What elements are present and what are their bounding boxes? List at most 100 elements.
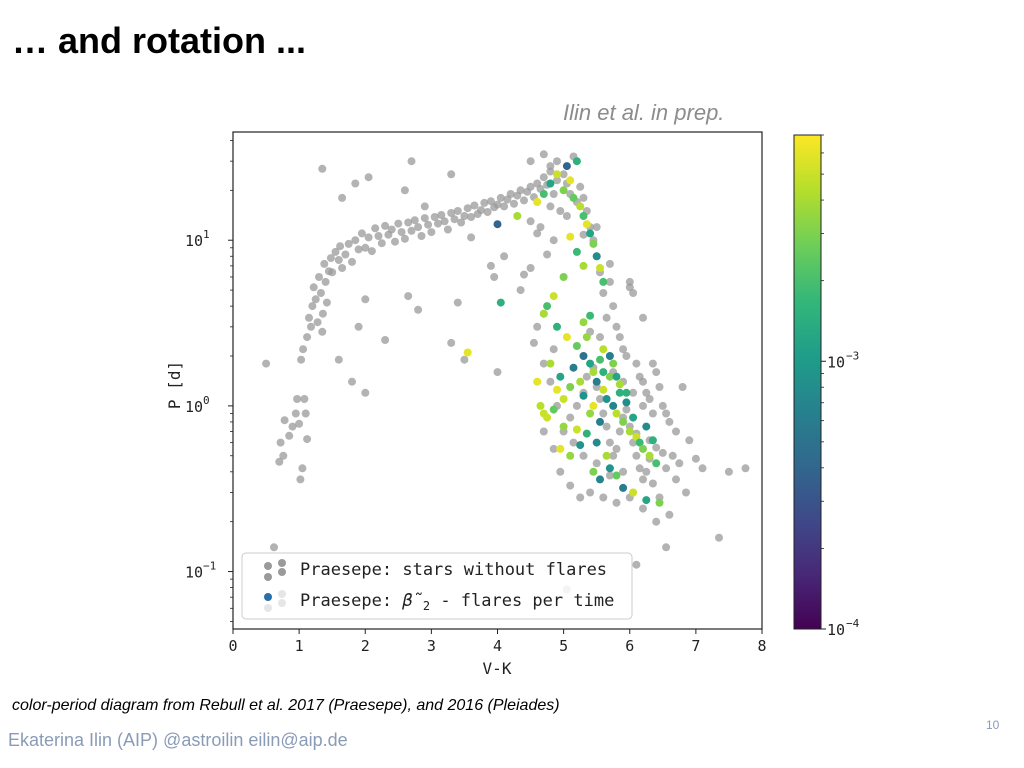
data-point-no-flares — [381, 221, 390, 230]
data-point-no-flares — [377, 239, 386, 248]
data-point-no-flares — [299, 345, 308, 354]
data-point-no-flares — [629, 388, 638, 397]
data-point-no-flares — [516, 286, 525, 295]
data-point-no-flares — [270, 543, 278, 552]
data-point-no-flares — [417, 232, 426, 240]
data-point-no-flares — [460, 212, 469, 220]
data-point-no-flares — [539, 359, 548, 368]
data-point-no-flares — [275, 457, 284, 466]
data-point-flares — [496, 298, 505, 307]
data-point-no-flares — [632, 560, 641, 569]
data-point-no-flares — [648, 409, 657, 418]
data-point-flares — [596, 417, 604, 426]
data-point-flares — [648, 436, 657, 445]
data-point-no-flares — [579, 193, 588, 202]
data-point-flares — [622, 398, 631, 407]
data-point-no-flares — [297, 355, 306, 364]
data-point-flares — [549, 292, 558, 301]
data-point-no-flares — [559, 170, 568, 179]
data-point-no-flares — [556, 467, 565, 476]
legend-marker — [278, 590, 286, 598]
data-point-no-flares — [596, 333, 604, 342]
data-point-no-flares — [298, 464, 307, 473]
data-point-no-flares — [450, 215, 459, 224]
data-point-no-flares — [404, 218, 413, 227]
colorbar-tick-exponent: −3 — [846, 349, 859, 362]
data-point-flares — [556, 372, 565, 381]
data-point-flares — [612, 409, 621, 418]
data-point-no-flares — [486, 197, 495, 206]
data-point-flares — [605, 464, 614, 473]
data-point-no-flares — [639, 475, 647, 484]
data-point-no-flares — [348, 257, 356, 266]
data-point-flares — [572, 342, 581, 350]
data-point-no-flares — [301, 409, 310, 418]
data-point-no-flares — [642, 388, 651, 397]
data-point-no-flares — [678, 383, 687, 391]
data-point-no-flares — [662, 543, 671, 552]
data-point-flares — [572, 247, 581, 256]
x-tick-label: 3 — [427, 637, 436, 655]
data-point-no-flares — [639, 377, 647, 386]
data-point-no-flares — [682, 488, 690, 497]
page-number: 10 — [986, 718, 1000, 732]
data-point-no-flares — [625, 277, 634, 286]
data-point-no-flares — [691, 454, 700, 463]
data-point-no-flares — [293, 395, 302, 403]
data-point-no-flares — [420, 214, 429, 223]
data-point-no-flares — [427, 228, 436, 237]
data-point-no-flares — [341, 250, 350, 259]
y-tick-label: 10 — [185, 398, 203, 416]
data-point-no-flares — [566, 413, 575, 422]
data-point-no-flares — [652, 443, 661, 452]
data-point-no-flares — [338, 193, 347, 202]
data-point-no-flares — [318, 309, 327, 318]
data-point-flares — [546, 359, 555, 368]
data-point-flares — [572, 157, 581, 166]
data-point-no-flares — [648, 479, 657, 488]
data-point-no-flares — [334, 355, 343, 364]
data-point-no-flares — [602, 422, 611, 431]
legend: Praesepe: stars without flares Praesepe: … — [241, 552, 633, 620]
data-point-no-flares — [516, 186, 525, 195]
data-point-flares — [559, 395, 568, 403]
data-point-no-flares — [483, 208, 492, 216]
data-point-no-flares — [361, 388, 370, 397]
data-point-no-flares — [639, 504, 647, 513]
data-point-flares — [615, 380, 624, 389]
data-point-no-flares — [364, 173, 373, 182]
data-point-no-flares — [447, 338, 456, 347]
data-point-no-flares — [562, 212, 571, 220]
x-tick-label: 5 — [559, 637, 568, 655]
data-point-flares — [629, 488, 638, 497]
x-axis-label: V-K — [483, 659, 512, 678]
data-point-no-flares — [367, 247, 376, 256]
data-point-no-flares — [348, 377, 356, 386]
data-point-flares — [589, 239, 598, 248]
data-point-flares — [599, 368, 608, 377]
data-point-flares — [619, 483, 628, 492]
legend-marker — [264, 573, 272, 581]
data-point-no-flares — [320, 259, 329, 268]
x-tick-label: 6 — [625, 637, 634, 655]
data-point-no-flares — [303, 333, 312, 342]
y-tick-exponent: 0 — [203, 394, 210, 407]
data-point-no-flares — [467, 233, 476, 242]
data-point-no-flares — [276, 438, 285, 447]
x-tick-label: 1 — [295, 637, 304, 655]
data-point-no-flares — [605, 438, 614, 447]
data-point-no-flares — [605, 471, 614, 480]
legend-label: Praesepe: stars without flares — [300, 560, 607, 580]
data-point-no-flares — [467, 213, 476, 221]
data-point-flares — [493, 220, 502, 229]
data-point-no-flares — [430, 213, 439, 221]
data-point-flares — [559, 273, 568, 281]
data-point-no-flares — [615, 333, 624, 342]
footer-author: Ekaterina Ilin (AIP) @astroilin eilin@ai… — [8, 730, 348, 750]
data-point-no-flares — [536, 223, 545, 232]
data-point-flares — [586, 311, 595, 320]
data-point-flares — [533, 198, 542, 206]
data-point-no-flares — [374, 232, 383, 240]
x-tick-label: 2 — [361, 637, 370, 655]
data-point-no-flares — [572, 401, 581, 410]
